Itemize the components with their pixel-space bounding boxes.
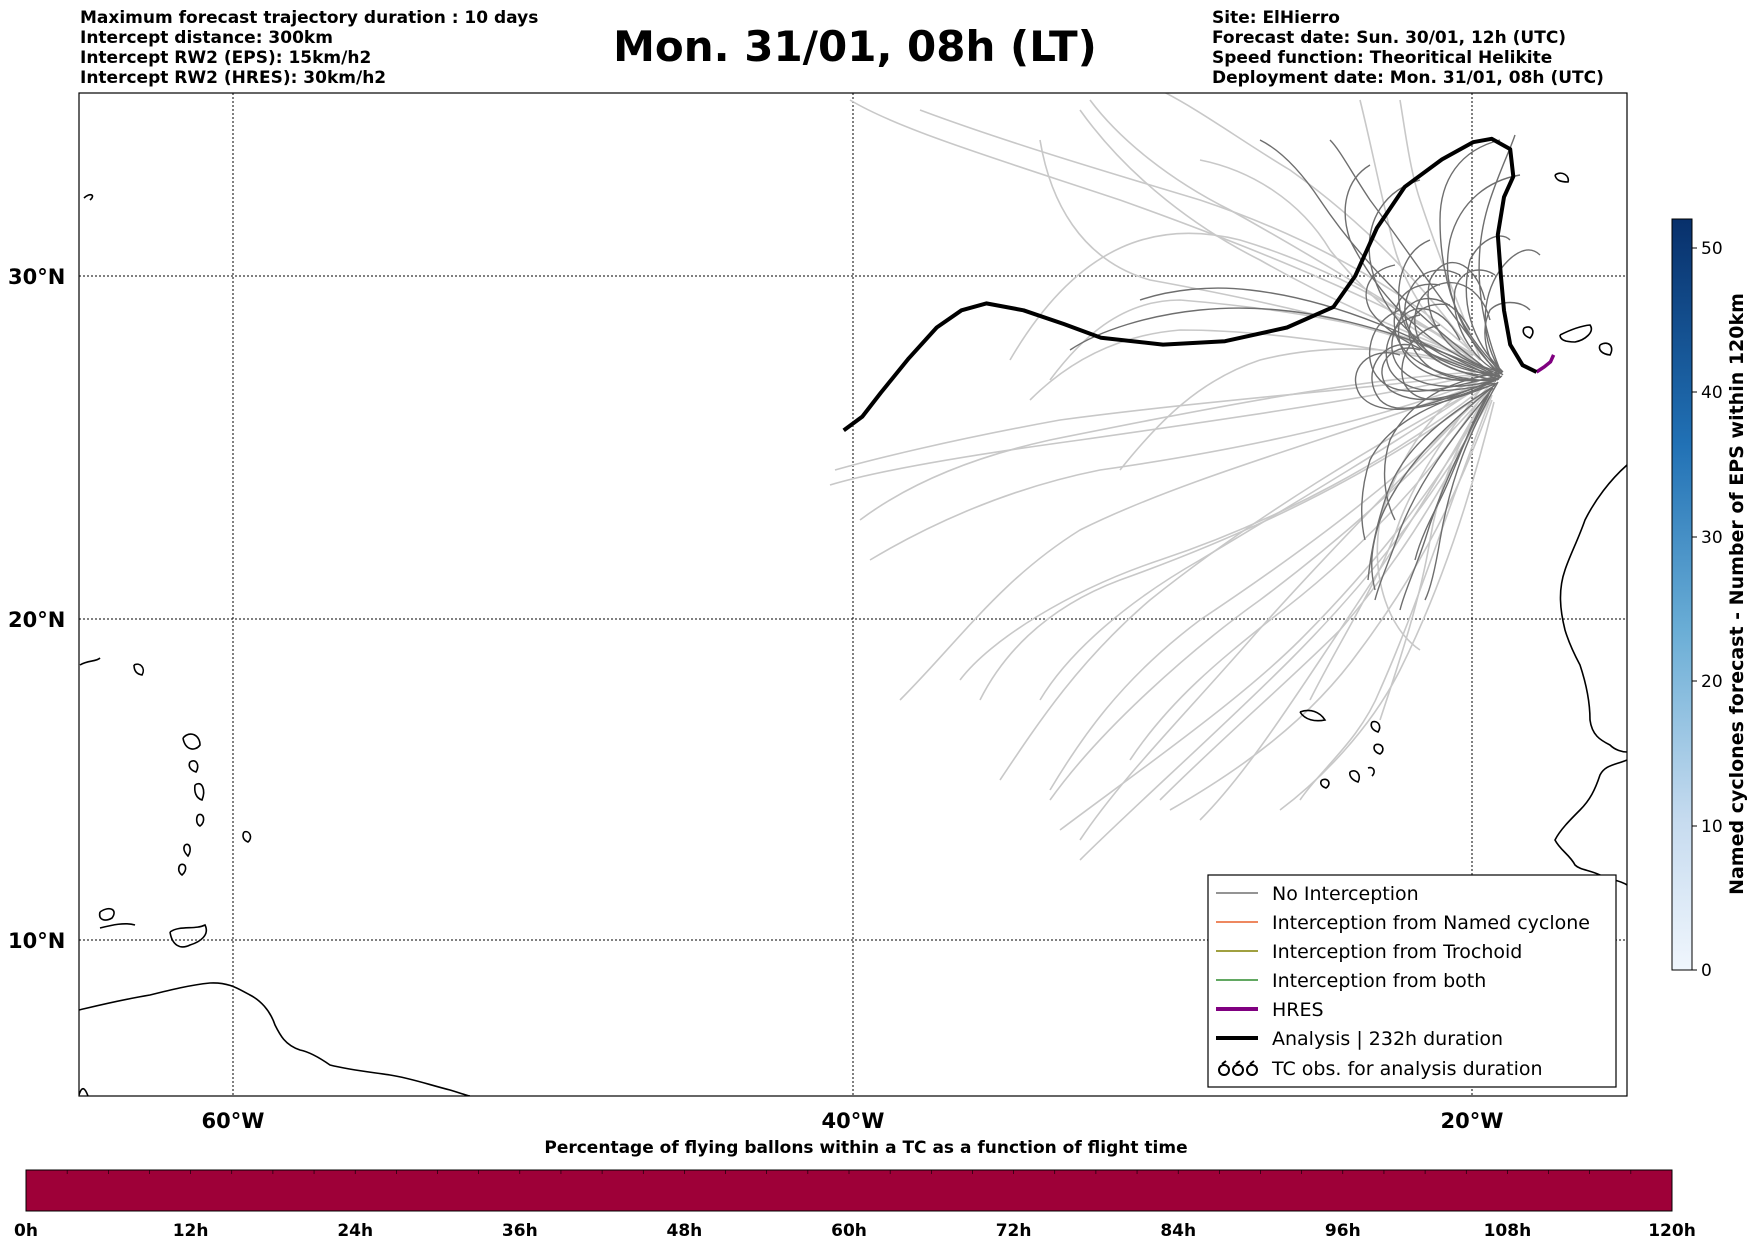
deployment-date-text: Deployment date: Mon. 31/01, 08h (UTC) (1212, 68, 1604, 88)
timeline-tick-label: 12h (173, 1221, 209, 1241)
timeline-tick-label: 108h (1484, 1221, 1532, 1241)
tc-obs-symbol-icon (1218, 1060, 1258, 1076)
lat-label-30n: 30°N (8, 265, 65, 289)
lon-label-40w: 40°W (822, 1109, 885, 1133)
colorbar-tick-20: 20 (1701, 672, 1723, 692)
lat-label-20n: 20°N (8, 608, 65, 632)
forecast-date-text: Forecast date: Sun. 30/01, 12h (UTC) (1212, 28, 1567, 48)
timeline-tick-label: 60h (831, 1221, 867, 1241)
timeline-tick-label: 84h (1160, 1221, 1196, 1241)
analysis-track (842, 136, 1538, 433)
timeline-tick-label: 36h (502, 1221, 538, 1241)
timeline: Percentage of flying ballons within a TC… (14, 1138, 1696, 1241)
intercept-distance-text: Intercept distance: 300km (80, 28, 333, 48)
timeline-bar (25, 1169, 1673, 1212)
legend: No Interception Interception from Named … (1207, 874, 1617, 1088)
legend-label-hres: HRES (1272, 999, 1324, 1021)
legend-label-both: Interception from both (1272, 970, 1486, 992)
speed-function-text: Speed function: Theoritical Helikite (1212, 48, 1553, 68)
site-text: Site: ElHierro (1212, 8, 1340, 28)
intercept-hres-text: Intercept RW2 (HRES): 30km/h2 (80, 68, 387, 88)
colorbar-title: Named cyclones forecast - Number of EPS … (1726, 293, 1748, 895)
legend-label-named-cyclone: Interception from Named cyclone (1272, 912, 1590, 934)
intercept-eps-text: Intercept RW2 (EPS): 15km/h2 (80, 48, 372, 68)
legend-label-no-interception: No Interception (1272, 883, 1419, 905)
header-left-info: Maximum forecast trajectory duration : 1… (80, 8, 538, 88)
hres-track (1535, 354, 1556, 374)
timeline-tick-label: 72h (996, 1221, 1032, 1241)
colorbar-tick-40: 40 (1701, 383, 1723, 403)
page-title: Mon. 31/01, 08h (LT) (613, 22, 1097, 71)
legend-label-trochoid: Interception from Trochoid (1272, 941, 1522, 963)
colorbar-tick-30: 30 (1701, 528, 1723, 548)
legend-label-analysis: Analysis | 232h duration (1272, 1028, 1503, 1050)
colorbar-gradient (1671, 218, 1693, 971)
lat-label-10n: 10°N (8, 929, 65, 953)
timeline-title: Percentage of flying ballons within a TC… (544, 1138, 1187, 1158)
lon-label-20w: 20°W (1441, 1109, 1504, 1133)
colorbar-tick-50: 50 (1701, 239, 1723, 259)
timeline-tick-label: 96h (1325, 1221, 1361, 1241)
colorbar-tick-10: 10 (1701, 817, 1723, 837)
timeline-tick-label: 120h (1648, 1221, 1696, 1241)
header-right-info: Site: ElHierro Forecast date: Sun. 30/01… (1212, 8, 1604, 88)
colorbar-tick-0: 0 (1701, 961, 1712, 981)
max-duration-text: Maximum forecast trajectory duration : 1… (80, 8, 539, 28)
lon-label-60w: 60°W (202, 1109, 265, 1133)
timeline-tick-label: 24h (337, 1221, 373, 1241)
legend-label-tc-obs: TC obs. for analysis duration (1271, 1058, 1543, 1080)
colorbar: 0 10 20 30 40 50 Named cyclones forecast… (1671, 218, 1748, 981)
map-frame (78, 92, 1628, 1097)
timeline-tick-label: 48h (667, 1221, 703, 1241)
timeline-tick-label: 0h (14, 1221, 38, 1241)
